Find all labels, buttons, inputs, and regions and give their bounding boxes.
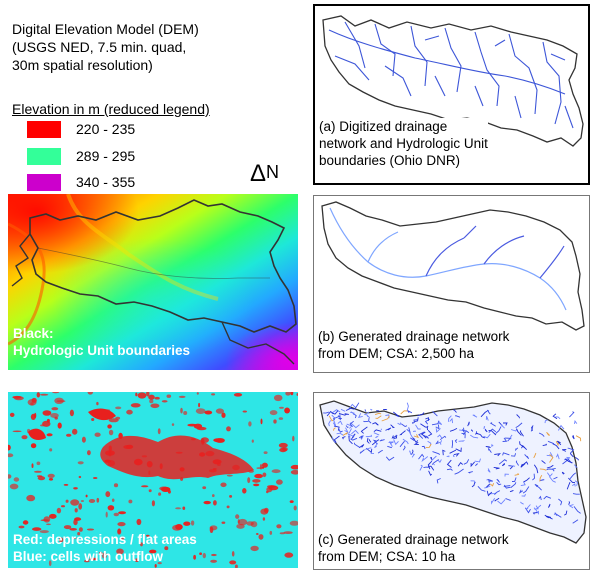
- panel-b-caption: (b) Generated drainage network from DEM;…: [318, 328, 510, 362]
- north-arrow-icon: ΔN: [250, 162, 279, 186]
- dem-map-caption-line-2: Hydrologic Unit boundaries: [13, 343, 191, 358]
- panel-c-generated-network-10ha: (c) Generated drainage network from DEM;…: [313, 392, 590, 570]
- flow-map-caption-line-1: Red: depressions / flat areas: [13, 532, 197, 547]
- panel-a-caption: (a) Digitized drainage network and Hydro…: [319, 118, 488, 169]
- dem-map-caption-line-1: Black:: [13, 326, 54, 341]
- dem-elevation-map: Black: Hydrologic Unit boundaries: [8, 194, 298, 370]
- panel-c-caption-line-1: (c) Generated drainage network: [318, 532, 509, 547]
- dem-title-line-3: 30m spatial resolution): [12, 57, 153, 73]
- legend-swatch-low: [27, 121, 61, 138]
- legend-swatch-mid: [27, 148, 61, 165]
- north-arrow-letter: N: [266, 162, 280, 182]
- dem-title-line-2: (USGS NED, 7.5 min. quad,: [12, 39, 187, 55]
- legend-label-high: 340 - 355: [76, 174, 136, 190]
- panel-a-digitized-network: (a) Digitized drainage network and Hydro…: [313, 4, 590, 185]
- hydrologic-unit-boundary: [29, 199, 297, 333]
- panel-c-boundary: [319, 400, 587, 544]
- panel-a-boundary: [322, 15, 584, 147]
- flow-map-caption: Red: depressions / flat areas Blue: cell…: [13, 531, 197, 565]
- legend-title: Elevation in m (reduced legend): [12, 101, 210, 117]
- panel-c-caption: (c) Generated drainage network from DEM;…: [318, 531, 509, 565]
- legend-label-low: 220 - 235: [76, 121, 136, 137]
- dem-title-line-1: Digital Elevation Model (DEM): [12, 21, 199, 37]
- legend-swatch-high: [27, 174, 61, 191]
- flow-map-caption-line-2: Blue: cells with outflow: [13, 549, 164, 564]
- panel-a-caption-line-1: (a) Digitized drainage: [319, 119, 448, 134]
- north-arrow-symbol: Δ: [250, 160, 267, 187]
- panel-b-generated-network-2500ha: (b) Generated drainage network from DEM;…: [313, 195, 590, 373]
- flow-direction-map: Red: depressions / flat areas Blue: cell…: [8, 392, 298, 568]
- legend-label-mid: 289 - 295: [76, 148, 136, 164]
- panel-c-caption-line-2: from DEM; CSA: 10 ha: [318, 549, 456, 564]
- dem-map-caption: Black: Hydrologic Unit boundaries: [13, 325, 190, 359]
- panel-a-caption-line-3: boundaries (Ohio DNR): [319, 153, 461, 168]
- panel-b-caption-line-1: (b) Generated drainage network: [318, 329, 510, 344]
- panel-a-caption-line-2: network and Hydrologic Unit: [319, 136, 488, 151]
- panel-b-boundary: [321, 201, 585, 331]
- panel-b-caption-line-2: from DEM; CSA: 2,500 ha: [318, 346, 475, 361]
- dem-description: Digital Elevation Model (DEM) (USGS NED,…: [12, 20, 199, 74]
